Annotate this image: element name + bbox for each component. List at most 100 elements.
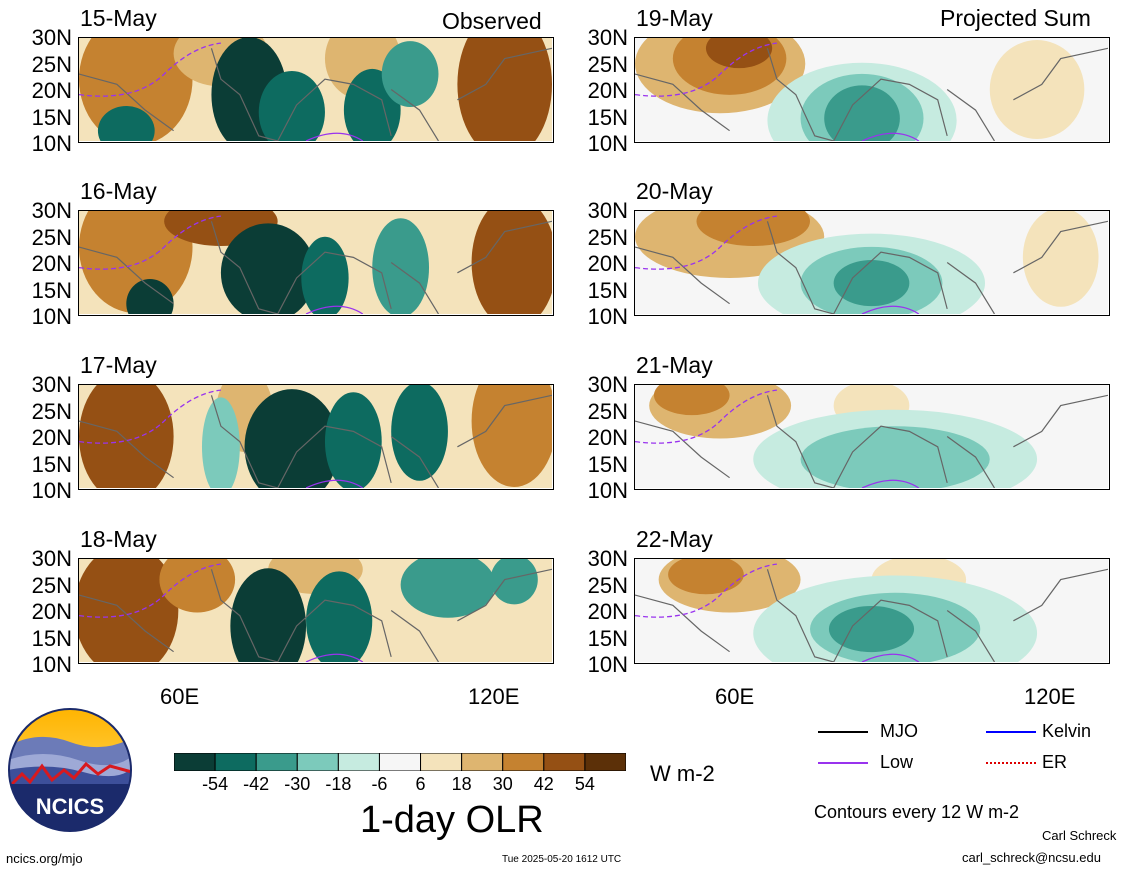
footer-url: ncics.org/mjo bbox=[6, 851, 83, 866]
lat-tick-10n: 10N bbox=[31, 652, 72, 677]
panel-date-left-1: 16-May bbox=[80, 178, 157, 204]
lat-tick-30n: 30N bbox=[31, 546, 72, 571]
lat-tick-30n: 30N bbox=[31, 372, 72, 397]
lat-tick-30n: 30N bbox=[587, 198, 628, 223]
footer-email: carl_schreck@ncsu.edu bbox=[962, 850, 1101, 865]
colorbar-swatch-2 bbox=[255, 752, 298, 772]
lat-tick-20n: 20N bbox=[587, 599, 628, 624]
colorbar-tick-label: 18 bbox=[451, 774, 472, 794]
colorbar-tick-label: 42 bbox=[533, 774, 554, 794]
lon-tick-right-60e: 60E bbox=[715, 684, 755, 709]
olr-map-right-3 bbox=[634, 558, 1110, 664]
lat-tick-30n: 30N bbox=[587, 546, 628, 571]
projected-title: Projected Sum bbox=[940, 5, 1091, 31]
colorbar-tick-label: -42 bbox=[243, 774, 270, 794]
observed-title: Observed bbox=[442, 8, 542, 34]
logo-text: NCICS bbox=[36, 794, 104, 819]
lat-tick-15n: 15N bbox=[587, 451, 628, 477]
lat-tick-25n: 25N bbox=[31, 51, 72, 77]
lat-tick-15n: 15N bbox=[587, 277, 628, 303]
lon-tick-left-60e: 60E bbox=[160, 684, 200, 709]
contour-note: Contours every 12 W m-2 bbox=[814, 802, 1020, 822]
lat-tick-15n: 15N bbox=[31, 277, 72, 303]
legend-kelvin-line bbox=[986, 731, 1036, 733]
footer-timestamp: Tue 2025-05-20 1612 UTC bbox=[502, 854, 622, 865]
lat-tick-10n: 10N bbox=[587, 652, 628, 677]
panel-date-right-2: 21-May bbox=[636, 352, 713, 378]
lat-tick-25n: 25N bbox=[587, 51, 628, 77]
colorbar-tick-label: -54 bbox=[202, 774, 229, 794]
colorbar-swatch-6 bbox=[420, 752, 463, 772]
colorbar-swatch-5 bbox=[378, 752, 422, 772]
legend-low-label: Low bbox=[880, 752, 914, 772]
olr-map-left-1 bbox=[78, 210, 554, 316]
lat-tick-10n: 10N bbox=[587, 478, 628, 503]
legend-kelvin-label: Kelvin bbox=[1042, 721, 1092, 741]
lat-tick-30n: 30N bbox=[31, 25, 72, 50]
colorbar-swatch-0 bbox=[173, 752, 216, 772]
colorbar-tick-label: 6 bbox=[415, 774, 426, 794]
ncics-logo: NCICS bbox=[8, 708, 132, 832]
lon-tick-left-120e: 120E bbox=[468, 684, 520, 709]
legend-low-line bbox=[818, 762, 868, 764]
colorbar-swatch-9 bbox=[543, 752, 586, 772]
lat-tick-10n: 10N bbox=[587, 131, 628, 156]
lat-tick-30n: 30N bbox=[31, 198, 72, 223]
lat-tick-25n: 25N bbox=[587, 224, 628, 250]
lat-tick-25n: 25N bbox=[587, 398, 628, 424]
lat-tick-20n: 20N bbox=[587, 78, 628, 103]
colorbar-swatch-1 bbox=[214, 752, 257, 772]
colorbar-units: W m-2 bbox=[650, 761, 715, 786]
legend-er-label: ER bbox=[1042, 752, 1068, 772]
olr-map-right-1 bbox=[634, 210, 1110, 316]
lat-tick-25n: 25N bbox=[31, 572, 72, 598]
colorbar-swatch-3 bbox=[296, 752, 339, 772]
lon-tick-right-120e: 120E bbox=[1024, 684, 1076, 709]
panel-date-right-0: 19-May bbox=[636, 5, 713, 31]
colorbar-tick-label: 54 bbox=[574, 774, 595, 794]
colorbar-swatch-8 bbox=[502, 752, 545, 772]
panel-date-right-1: 20-May bbox=[636, 178, 713, 204]
lat-tick-10n: 10N bbox=[587, 304, 628, 329]
lat-tick-20n: 20N bbox=[587, 425, 628, 450]
lat-tick-15n: 15N bbox=[587, 625, 628, 651]
lat-tick-10n: 10N bbox=[31, 304, 72, 329]
panel-date-left-3: 18-May bbox=[80, 526, 157, 552]
colorbar-tick-label: -6 bbox=[371, 774, 388, 794]
colorbar-title: 1-day OLR bbox=[360, 799, 544, 841]
panel-date-left-0: 15-May bbox=[80, 5, 157, 31]
panel-date-left-2: 17-May bbox=[80, 352, 157, 378]
olr-map-left-3 bbox=[78, 558, 554, 664]
lat-tick-20n: 20N bbox=[31, 599, 72, 624]
lat-tick-15n: 15N bbox=[31, 104, 72, 130]
legend-mjo-label: MJO bbox=[880, 721, 918, 741]
legend-mjo-line bbox=[818, 731, 868, 733]
olr-map-left-0 bbox=[78, 37, 554, 143]
colorbar-swatch-10 bbox=[584, 752, 627, 772]
lat-tick-20n: 20N bbox=[31, 251, 72, 276]
lat-tick-25n: 25N bbox=[587, 572, 628, 598]
lat-tick-25n: 25N bbox=[31, 224, 72, 250]
olr-map-right-0 bbox=[634, 37, 1110, 143]
lat-tick-30n: 30N bbox=[587, 25, 628, 50]
lat-tick-20n: 20N bbox=[31, 78, 72, 103]
lat-tick-15n: 15N bbox=[31, 625, 72, 651]
lat-tick-30n: 30N bbox=[587, 372, 628, 397]
colorbar-tick-label: -30 bbox=[284, 774, 311, 794]
legend-er-line bbox=[986, 762, 1036, 764]
colorbar-swatch-4 bbox=[337, 752, 380, 772]
lat-tick-15n: 15N bbox=[31, 451, 72, 477]
lat-tick-25n: 25N bbox=[31, 398, 72, 424]
panel-date-right-3: 22-May bbox=[636, 526, 713, 552]
colorbar-tick-label: -18 bbox=[325, 774, 352, 794]
colorbar-tick-label: 30 bbox=[492, 774, 513, 794]
colorbar bbox=[173, 752, 627, 772]
lat-tick-20n: 20N bbox=[31, 425, 72, 450]
olr-map-right-2 bbox=[634, 384, 1110, 490]
colorbar-swatch-7 bbox=[461, 752, 504, 772]
lat-tick-20n: 20N bbox=[587, 251, 628, 276]
lat-tick-10n: 10N bbox=[31, 478, 72, 503]
lat-tick-15n: 15N bbox=[587, 104, 628, 130]
footer-author: Carl Schreck bbox=[1042, 828, 1117, 843]
